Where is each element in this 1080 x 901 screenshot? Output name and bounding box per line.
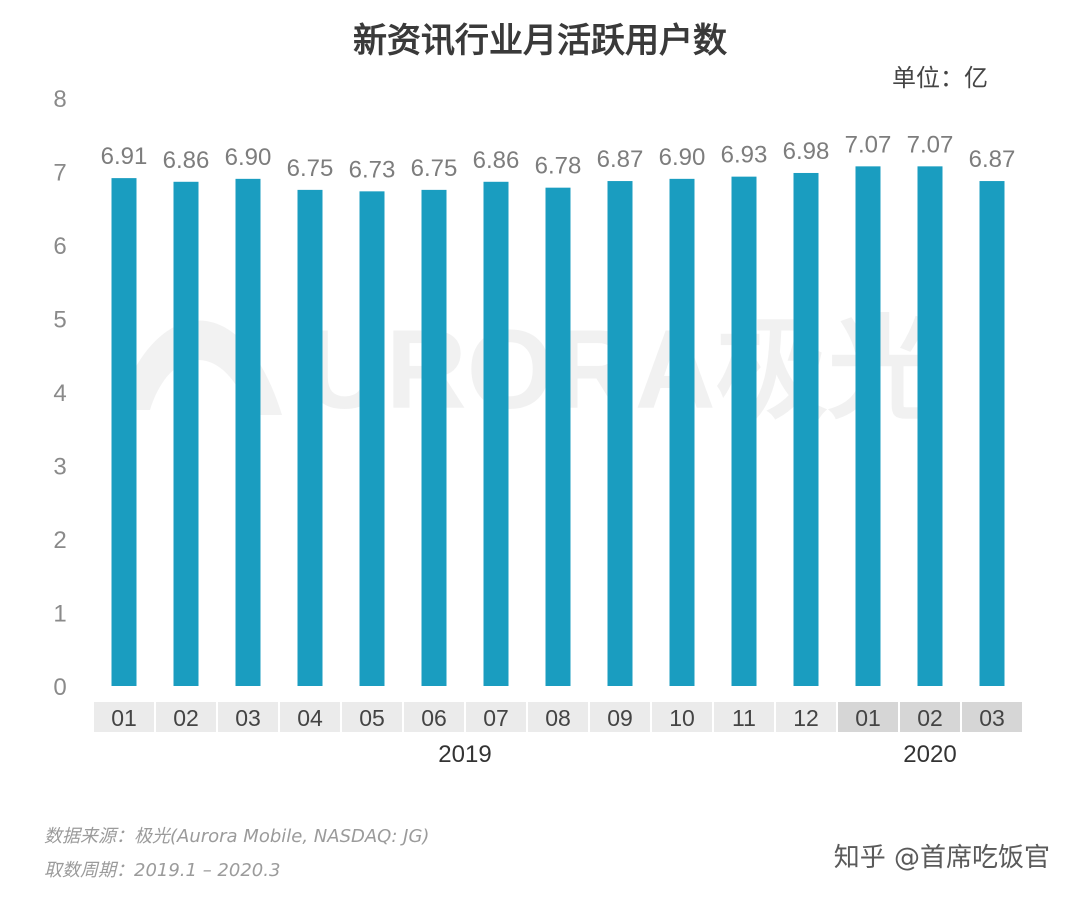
x-category-band: [94, 702, 154, 732]
bar: [111, 178, 137, 687]
x-tick-label: 03: [235, 705, 261, 731]
x-tick-label: 01: [855, 705, 881, 731]
x-category-band: [466, 702, 526, 732]
bar: [483, 181, 509, 687]
x-category-band: [714, 702, 774, 732]
data-label: 6.73: [349, 156, 396, 183]
x-category-band: [218, 702, 278, 732]
x-tick-label: 09: [607, 705, 633, 731]
y-tick-label: 6: [53, 233, 66, 260]
bar: [297, 189, 323, 686]
year-label: 2019: [438, 741, 491, 768]
y-tick-label: 8: [53, 86, 66, 113]
y-axis: 0 1 2 3 4 5 6 7 8: [53, 86, 66, 701]
data-label: 6.90: [659, 144, 706, 171]
data-label: 7.07: [845, 131, 892, 158]
x-category-band: [838, 702, 898, 732]
bar: [607, 181, 633, 686]
x-category-band: [156, 702, 216, 732]
chart-title: 新资讯行业月活跃用户数: [353, 21, 727, 61]
bar: [421, 189, 447, 686]
x-tick-label: 02: [173, 705, 199, 731]
x-category-band: [590, 702, 650, 732]
data-label: 6.87: [969, 146, 1016, 173]
y-tick-label: 0: [53, 674, 66, 701]
bar: [669, 178, 695, 686]
x-category-band: [528, 702, 588, 732]
data-label: 6.78: [535, 153, 582, 180]
x-tick-label: 04: [297, 705, 323, 731]
bar: [173, 181, 199, 687]
x-tick-label: 02: [917, 705, 943, 731]
x-tick-label: 08: [545, 705, 571, 731]
bar: [855, 166, 881, 687]
bar: [545, 187, 571, 687]
y-tick-label: 2: [53, 527, 66, 554]
x-tick-label: 12: [793, 705, 819, 731]
bar: [731, 176, 757, 686]
data-label: 6.91: [101, 143, 148, 170]
x-category-band: [404, 702, 464, 732]
x-category-band: [342, 702, 402, 732]
bar: [917, 166, 943, 687]
x-tick-label: 11: [732, 705, 756, 731]
x-tick-label: 03: [979, 705, 1005, 731]
y-tick-label: 3: [53, 454, 66, 481]
x-axis: 01 02 03 04 05 06 07 08 09 10 11 12 01 02 03: [94, 702, 1022, 732]
data-labels: 6.91 6.86 6.90 6.75 6.73 6.75 6.86 6.78 6.87 6.90…: [101, 131, 1016, 183]
data-label: 7.07: [907, 131, 954, 158]
y-tick-label: 5: [53, 307, 66, 334]
bars: [111, 166, 1005, 687]
x-category-band: [776, 702, 836, 732]
data-label: 6.86: [163, 147, 210, 174]
y-tick-label: 4: [53, 380, 66, 407]
data-label: 6.75: [411, 155, 458, 182]
x-tick-label: 10: [669, 705, 695, 731]
x-tick-label: 01: [111, 705, 137, 731]
x-tick-label: 05: [359, 705, 385, 731]
x-category-band: [900, 702, 960, 732]
unit-label: 单位：亿: [892, 64, 988, 92]
bar: [979, 181, 1005, 686]
x-category-band: [962, 702, 1022, 732]
x-tick-label: 07: [483, 705, 509, 731]
source-note: 数据来源：极光(Aurora Mobile, NASDAQ: JG): [44, 826, 429, 847]
data-label: 6.90: [225, 144, 272, 171]
x-tick-label: 06: [421, 705, 447, 731]
data-label: 6.93: [721, 142, 768, 169]
bar: [359, 191, 385, 686]
data-label: 6.86: [473, 147, 520, 174]
bar: [793, 172, 819, 687]
y-tick-label: 7: [53, 160, 66, 187]
y-tick-label: 1: [53, 601, 66, 628]
x-category-band: [280, 702, 340, 732]
year-label: 2020: [903, 741, 956, 768]
period-note: 取数周期：2019.1 – 2020.3: [44, 860, 280, 881]
data-label: 6.75: [287, 155, 334, 182]
bar: [235, 178, 261, 686]
data-label: 6.98: [783, 138, 830, 165]
credit-text: 知乎 @首席吃饭官: [834, 843, 1050, 873]
year-labels: 2019 2020: [438, 741, 956, 768]
x-category-band: [652, 702, 712, 732]
data-label: 6.87: [597, 146, 644, 173]
